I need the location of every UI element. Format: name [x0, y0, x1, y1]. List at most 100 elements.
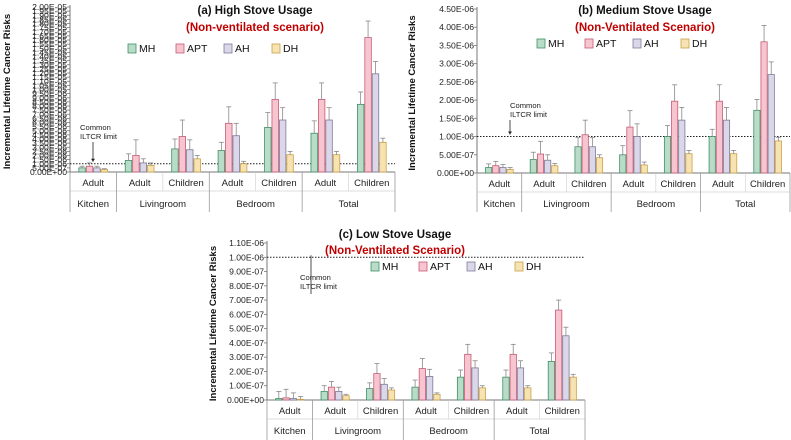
y-tick-label: 0.00E+00: [227, 395, 264, 405]
y-tick-label: 4.50E-06: [439, 4, 474, 14]
bar-ah-bedroom-children: [678, 119, 686, 174]
legend-swatch-dh: [514, 261, 524, 272]
y-tick-label: 6.50E-06: [32, 113, 67, 123]
y-tick-label: 1.20E-05: [32, 68, 67, 78]
bar-mh-livingroom-adult: [124, 160, 133, 173]
x-category-label: Adult: [129, 178, 151, 189]
y-tick-label: 1.45E-05: [32, 47, 67, 57]
legend-label-mh: MH: [139, 43, 155, 55]
bar-ah-livingroom-children: [588, 146, 596, 174]
iltcr-arrow-head: [91, 158, 95, 162]
bar-dh-total-adult: [524, 387, 532, 401]
iltcr-limit-label: ILTCR limit: [300, 282, 338, 291]
y-tick-label: 1.25E-05: [32, 64, 67, 74]
legend-swatch-apt: [584, 38, 594, 49]
y-tick-label: 3.00E-07: [229, 352, 264, 362]
bar-mh-total-adult: [502, 376, 510, 401]
legend-swatch-mh: [370, 261, 380, 272]
legend-swatch-apt: [418, 261, 428, 272]
chart-0: (a) High Stove Usage (Non-ventilated scen…: [2, 2, 396, 212]
legend-label-apt: APT: [187, 43, 208, 55]
chart-subtitle: (Non-ventilated scenario): [186, 22, 324, 34]
y-tick-label: 1.00E-07: [229, 381, 264, 391]
bar-apt-kitchen-adult: [492, 165, 500, 174]
y-tick-label: 5.00E-06: [32, 126, 67, 136]
y-tick-label: 6.00E-07: [229, 309, 264, 319]
bar-ah-livingroom-children: [186, 149, 194, 173]
y-tick-label: 8.50E-06: [32, 97, 67, 107]
y-axis-label: Incremental Lifetime Cancer Risks: [2, 14, 13, 169]
bar-dh-bedroom-adult: [239, 163, 248, 173]
bar-ah-total-children: [767, 74, 775, 174]
bar-mh-total-children: [753, 109, 761, 174]
bar-ah-bedroom-adult: [232, 135, 240, 173]
bar-dh-livingroom-adult: [147, 164, 155, 173]
bar-dh-bedroom-adult: [640, 164, 648, 174]
bar-dh-bedroom-adult: [433, 393, 441, 401]
y-tick-label: 5.50E-06: [32, 122, 67, 132]
y-tick-label: 9.00E-07: [229, 267, 264, 277]
x-category-label: Adult: [222, 178, 244, 189]
legend-swatch-dh: [271, 43, 281, 54]
iltcr-arrow-head: [508, 131, 512, 135]
x-category-label: Children: [354, 178, 389, 189]
bar-apt-bedroom-children: [464, 353, 472, 401]
bar-dh-livingroom-adult: [551, 165, 559, 174]
legend-label-dh: DH: [283, 43, 298, 55]
x-category-label: Children: [661, 179, 696, 190]
bar-dh-bedroom-children: [685, 153, 693, 174]
y-tick-label: 1.55E-05: [32, 39, 67, 49]
y-tick-label: 1.35E-05: [32, 56, 67, 66]
y-tick-label: 3.50E-06: [439, 40, 474, 50]
bar-apt-bedroom-adult: [626, 126, 634, 174]
y-tick-label: 5.00E-07: [439, 150, 474, 160]
legend-label-dh: DH: [692, 38, 707, 50]
bar-mh-bedroom-children: [264, 127, 272, 173]
x-category-label: Adult: [315, 178, 337, 189]
y-tick-label: 1.15E-05: [32, 72, 67, 82]
x-category-label: Children: [168, 178, 203, 189]
x-category-label: Children: [261, 178, 296, 189]
x-category-label: Children: [750, 179, 785, 190]
legend-label-apt: APT: [430, 261, 451, 273]
y-tick-label: 1.40E-05: [32, 52, 67, 62]
bar-ah-kitchen-adult: [289, 398, 297, 401]
bar-dh-bedroom-children: [478, 387, 486, 401]
legend-swatch-ah: [466, 261, 476, 272]
bar-apt-total-children: [555, 309, 563, 401]
bar-ah-total-adult: [325, 119, 333, 173]
y-tick-label: 5.00E-07: [229, 324, 264, 334]
bar-dh-livingroom-adult: [342, 395, 350, 401]
y-axis-label: Incremental Lifetime Cancer Risks: [407, 15, 418, 170]
bar-apt-livingroom-adult: [536, 153, 545, 174]
bar-apt-total-adult: [509, 353, 517, 401]
y-tick-label: 9.00E-06: [32, 93, 67, 103]
y-tick-label: 2.00E-06: [439, 95, 474, 105]
y-tick-label: 2.50E-06: [32, 146, 67, 156]
x-category-label: Adult: [82, 178, 104, 189]
legend-swatch-ah: [632, 38, 642, 49]
bar-mh-total-adult: [310, 132, 318, 173]
y-tick-label: 7.50E-06: [32, 105, 67, 115]
legend-label-ah: AH: [235, 43, 250, 55]
bar-dh-total-children: [379, 141, 387, 173]
bar-apt-total-adult: [317, 99, 326, 173]
bar-apt-livingroom-children: [178, 136, 187, 173]
chart-title: (a) High Stove Usage: [197, 5, 312, 17]
bar-apt-bedroom-adult: [225, 122, 233, 173]
y-tick-label: 0.00E+00: [437, 168, 474, 178]
bar-ah-total-adult: [722, 119, 731, 174]
bar-ah-total-adult: [516, 367, 525, 401]
bar-apt-total-adult: [715, 100, 723, 174]
y-tick-label: 0.00E+00: [30, 167, 67, 177]
x-category-label: Children: [571, 179, 606, 190]
y-tick-label: 4.00E-06: [439, 22, 474, 32]
y-tick-label: 1.10E-06: [229, 238, 264, 248]
bar-dh-total-children: [569, 376, 577, 401]
bar-mh-bedroom-children: [456, 376, 465, 401]
x-group-label: Bedroom: [236, 199, 275, 210]
chart-title: (c) Low Stove Usage: [339, 229, 451, 241]
x-category-label: Children: [545, 406, 580, 417]
bar-apt-livingroom-adult: [132, 155, 140, 173]
x-category-label: Children: [363, 406, 398, 417]
